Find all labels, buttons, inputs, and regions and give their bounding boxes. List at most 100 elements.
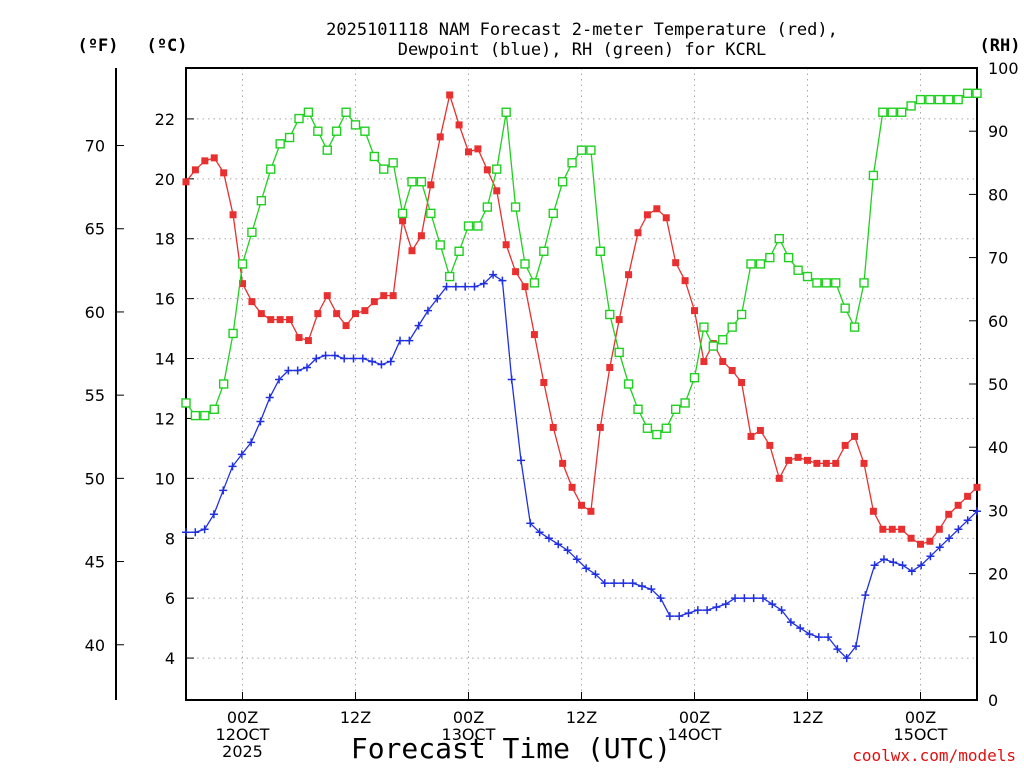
rh-point xyxy=(473,221,483,231)
rh-point xyxy=(868,170,879,181)
time-tick-label: 14OCT xyxy=(668,725,722,744)
temperature-point xyxy=(747,432,755,440)
temperature-point xyxy=(568,483,576,491)
dewpoint-point xyxy=(656,594,665,603)
series-rh xyxy=(181,88,982,440)
rh-point xyxy=(256,196,267,206)
temperature-point xyxy=(587,507,595,515)
rh-point xyxy=(237,259,248,269)
dewpoint-point xyxy=(256,417,265,426)
rh-point xyxy=(294,113,304,124)
rh-point xyxy=(190,410,201,421)
rh-point xyxy=(887,107,897,117)
dewpoint-point xyxy=(470,282,479,291)
rh-point xyxy=(605,309,615,320)
celsius-unit-label: (ºC) xyxy=(147,36,188,56)
dewpoint-point xyxy=(340,354,349,363)
dewpoint-point xyxy=(302,363,311,372)
time-tick-label: 00Z xyxy=(905,708,936,727)
fahrenheit-unit-label: (ºF) xyxy=(78,36,119,56)
dewpoint-point xyxy=(786,618,795,627)
rh-point xyxy=(614,347,624,358)
dewpoint-point xyxy=(805,630,814,639)
rh-point xyxy=(379,164,389,174)
series-dewpoint xyxy=(182,270,981,663)
rh-point xyxy=(492,164,502,174)
rh-point xyxy=(944,94,954,105)
dewpoint-point xyxy=(926,552,935,561)
dewpoint-point xyxy=(284,366,293,375)
rh-tick-label: 80 xyxy=(988,185,1008,204)
temperature-point xyxy=(672,259,680,267)
fahrenheit-tick-label: 45 xyxy=(85,553,105,572)
rh-point xyxy=(699,322,709,332)
temperature-point xyxy=(766,441,774,449)
dewpoint-point xyxy=(414,321,423,330)
rh-point xyxy=(501,107,511,117)
temperature-point xyxy=(427,181,435,189)
dewpoint-point xyxy=(423,306,432,315)
time-tick-label: 12Z xyxy=(566,708,597,727)
dewpoint-point xyxy=(945,534,954,543)
time-tick-label: 00Z xyxy=(453,708,484,727)
temperature-point xyxy=(191,166,199,174)
dewpoint-point xyxy=(870,561,879,570)
dewpoint-point xyxy=(591,570,600,579)
dewpoint-point xyxy=(489,270,498,279)
temperature-point xyxy=(549,423,557,431)
dewpoint-point xyxy=(247,438,256,447)
rh-point xyxy=(200,410,210,421)
dewpoint-point xyxy=(312,354,321,363)
rh-point xyxy=(435,240,445,250)
dewpoint-point xyxy=(731,594,740,603)
rh-point xyxy=(878,107,888,117)
dewpoint-point xyxy=(293,366,302,375)
rh-tick-label: 50 xyxy=(988,375,1008,394)
rh-point xyxy=(586,145,596,155)
dewpoint-point xyxy=(768,600,777,609)
dewpoint-point xyxy=(349,354,358,363)
temperature-point xyxy=(239,280,246,288)
temperature-point xyxy=(361,307,369,315)
temperature-point xyxy=(257,310,265,318)
dewpoint-point xyxy=(237,450,246,459)
dewpoint-point xyxy=(917,561,926,570)
rh-point xyxy=(962,88,973,98)
dewpoint-point xyxy=(852,642,861,651)
dewpoint-point xyxy=(600,579,609,588)
temperature-point xyxy=(728,367,736,375)
dewpoint-point xyxy=(330,351,339,360)
temperature-point xyxy=(935,525,943,533)
dewpoint-point xyxy=(693,606,702,615)
temperature-point xyxy=(389,292,397,300)
rh-point xyxy=(812,278,822,288)
temperature-point xyxy=(201,157,209,165)
rh-point xyxy=(218,379,229,389)
rh-point xyxy=(746,259,756,269)
temperature-point xyxy=(248,298,256,306)
dewpoint-point xyxy=(637,582,646,591)
rh-point xyxy=(557,177,568,187)
temperature-point xyxy=(314,310,322,318)
temperature-point xyxy=(700,358,708,366)
grid-lines xyxy=(186,68,977,700)
dewpoint-point xyxy=(610,579,619,588)
rh-point xyxy=(360,126,370,136)
rh-point xyxy=(774,233,784,244)
rh-point xyxy=(209,404,219,414)
time-tick-label: 13OCT xyxy=(442,725,496,744)
temperature-point xyxy=(756,426,764,434)
rh-tick-label: 60 xyxy=(988,312,1008,331)
dewpoint-point xyxy=(191,528,200,537)
rh-point xyxy=(181,398,191,408)
temperature-point xyxy=(813,459,821,467)
temperature-point xyxy=(399,217,407,225)
rh-point xyxy=(859,278,869,288)
temperature-point xyxy=(229,211,237,219)
temperature-point xyxy=(342,322,350,330)
rh-tick-label: 40 xyxy=(988,438,1008,457)
temperature-point xyxy=(182,178,190,186)
x-axis-label: Forecast Time (UTC) xyxy=(351,732,671,765)
dewpoint-point xyxy=(219,486,228,495)
